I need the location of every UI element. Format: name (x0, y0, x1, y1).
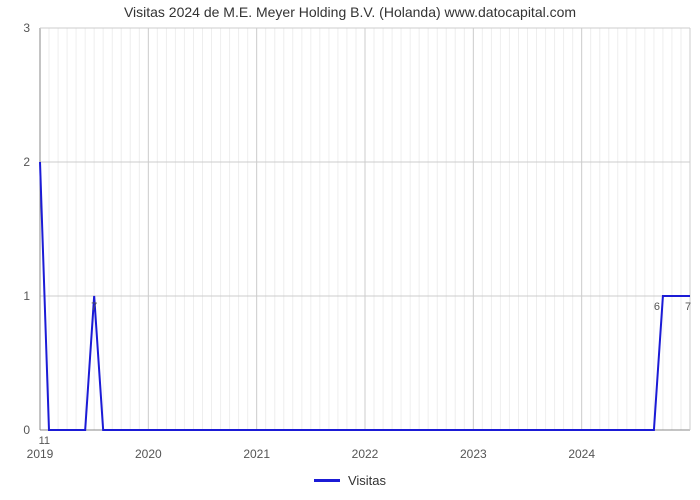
legend-item: Visitas (314, 473, 386, 488)
x-tick-label: 2020 (135, 447, 162, 461)
chart-legend: Visitas (0, 470, 700, 488)
x-tick-label: 2021 (243, 447, 270, 461)
line-chart: 2019 2020 2021 2022 2023 2024 0 1 2 3 11 7 6 7 (0, 0, 700, 500)
x-tick-label: 2022 (352, 447, 379, 461)
y-tick-label: 0 (23, 423, 30, 437)
x-tick-label: 2024 (568, 447, 595, 461)
point-label: 7 (91, 301, 97, 313)
x-tick-label: 2019 (27, 447, 54, 461)
legend-label: Visitas (348, 473, 386, 488)
y-tick-label: 1 (23, 289, 30, 303)
y-tick-label: 2 (23, 155, 30, 169)
point-label: 6 (654, 301, 660, 313)
point-label: 11 (39, 435, 50, 447)
y-tick-label: 3 (23, 21, 30, 35)
legend-swatch (314, 479, 340, 482)
point-label: 7 (685, 301, 691, 313)
x-tick-label: 2023 (460, 447, 487, 461)
